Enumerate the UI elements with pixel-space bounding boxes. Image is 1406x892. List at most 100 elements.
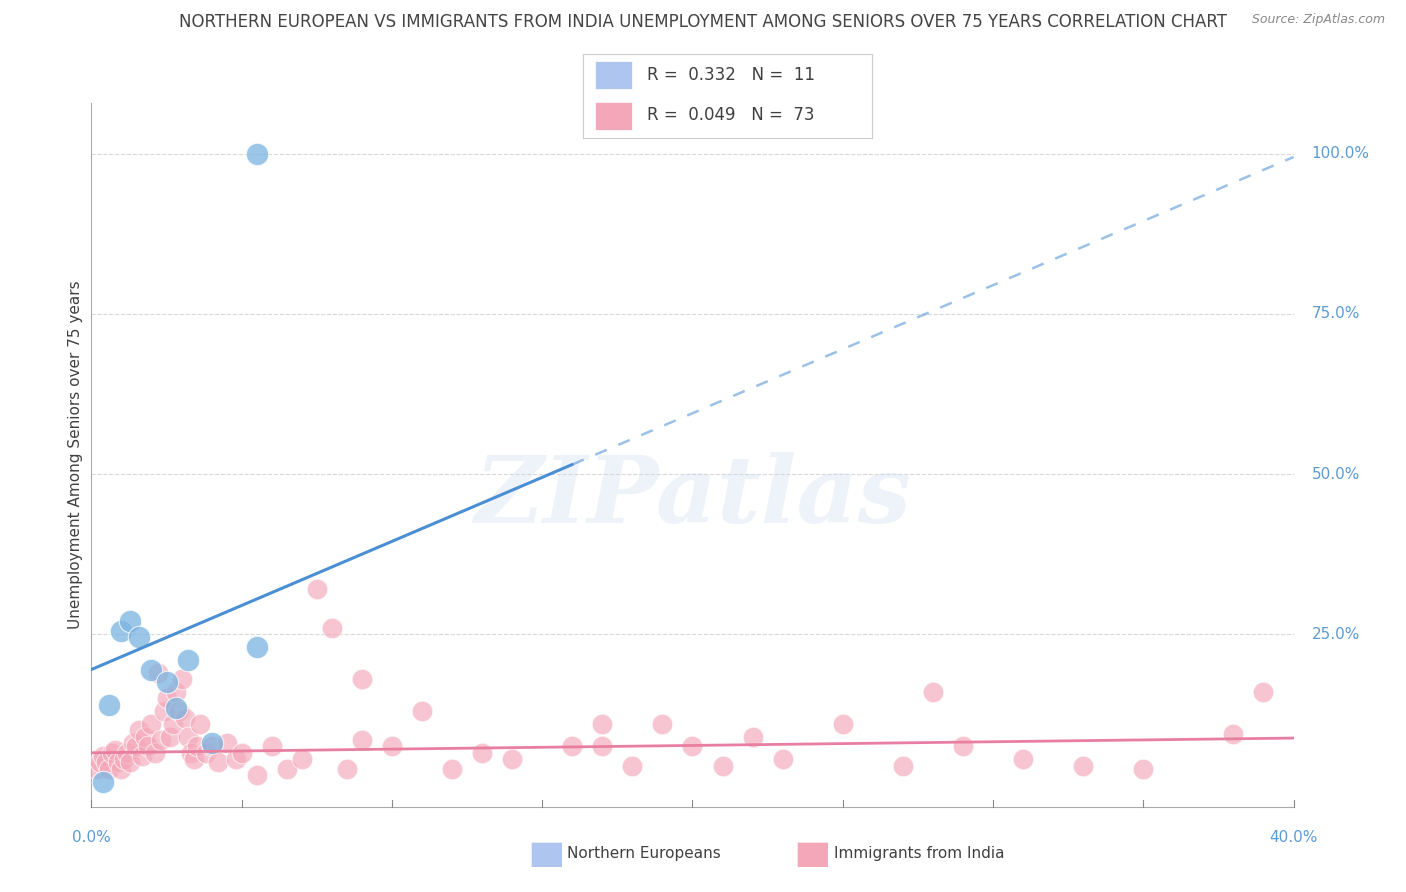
Point [89, 756, 111, 770]
Point [831, 717, 853, 731]
Text: 50.0%: 50.0% [1312, 467, 1360, 482]
Point [131, 749, 153, 764]
Point [143, 746, 166, 760]
Point [176, 730, 198, 744]
Point [155, 675, 177, 690]
Point [231, 746, 253, 760]
Bar [595, 62, 633, 89]
Point [952, 739, 974, 754]
Point [128, 631, 150, 645]
Point [183, 752, 205, 766]
Point [98, 698, 121, 712]
Point [1253, 685, 1275, 699]
Point [711, 758, 734, 772]
Point [501, 752, 523, 766]
Text: NORTHERN EUROPEAN VS IMMIGRANTS FROM INDIA UNEMPLOYMENT AMONG SENIORS OVER 75 YE: NORTHERN EUROPEAN VS IMMIGRANTS FROM IND… [179, 13, 1227, 31]
Text: R =  0.332   N =  11: R = 0.332 N = 11 [647, 66, 815, 84]
Point [276, 762, 298, 776]
Point [173, 710, 195, 724]
Point [891, 758, 914, 772]
Point [149, 733, 172, 747]
Text: 0.0%: 0.0% [72, 830, 111, 845]
Point [471, 746, 494, 760]
Point [1071, 758, 1094, 772]
Point [305, 582, 328, 597]
Point [146, 665, 169, 680]
Point [321, 621, 343, 635]
Point [120, 756, 142, 770]
Point [201, 736, 224, 750]
Point [152, 704, 174, 718]
Text: 40.0%: 40.0% [1270, 830, 1317, 845]
Point [922, 685, 945, 699]
Point [291, 752, 314, 766]
Point [180, 746, 202, 760]
Point [96, 756, 118, 770]
Bar [595, 102, 633, 130]
Point [1012, 752, 1035, 766]
Point [104, 742, 127, 756]
Point [336, 762, 359, 776]
Point [120, 615, 142, 629]
Point [246, 640, 269, 654]
Point [215, 736, 238, 750]
Text: Source: ZipAtlas.com: Source: ZipAtlas.com [1251, 13, 1385, 27]
Text: ZIPatlas: ZIPatlas [474, 452, 911, 542]
Point [246, 768, 269, 782]
Point [155, 691, 177, 706]
Point [591, 717, 613, 731]
Point [1222, 726, 1244, 740]
Point [125, 739, 148, 754]
Text: Northern Europeans: Northern Europeans [567, 847, 720, 861]
Point [93, 749, 115, 764]
Point [114, 752, 136, 766]
Point [1132, 762, 1154, 776]
Y-axis label: Unemployment Among Seniors over 75 years: Unemployment Among Seniors over 75 years [67, 281, 83, 629]
Text: 100.0%: 100.0% [1312, 146, 1369, 161]
Point [101, 746, 124, 760]
Text: R =  0.049   N =  73: R = 0.049 N = 73 [647, 106, 814, 124]
Point [167, 704, 190, 718]
Point [86, 762, 108, 776]
Point [186, 739, 208, 754]
Point [561, 739, 583, 754]
Point [381, 739, 404, 754]
Point [122, 736, 145, 750]
Text: 75.0%: 75.0% [1312, 307, 1360, 321]
Point [159, 730, 181, 744]
Point [591, 739, 613, 754]
Point [117, 746, 139, 760]
Point [165, 701, 187, 715]
Point [176, 653, 198, 667]
Point [98, 762, 121, 776]
Point [138, 739, 160, 754]
Text: Immigrants from India: Immigrants from India [834, 847, 1004, 861]
Point [141, 663, 163, 677]
Point [201, 739, 224, 754]
Point [246, 146, 269, 161]
Text: 25.0%: 25.0% [1312, 627, 1360, 641]
Point [681, 739, 703, 754]
Point [165, 685, 187, 699]
Point [741, 730, 763, 744]
Point [350, 672, 373, 686]
Point [621, 758, 644, 772]
Point [107, 756, 129, 770]
Point [411, 704, 433, 718]
Point [141, 717, 163, 731]
Point [260, 739, 283, 754]
Point [93, 774, 115, 789]
Point [162, 717, 184, 731]
Point [440, 762, 463, 776]
Point [134, 730, 156, 744]
Point [651, 717, 673, 731]
Point [225, 752, 247, 766]
Point [170, 672, 193, 686]
Point [110, 762, 132, 776]
Point [194, 746, 217, 760]
Point [772, 752, 794, 766]
Point [188, 717, 211, 731]
Point [207, 756, 229, 770]
Point [128, 723, 150, 738]
Point [350, 733, 373, 747]
